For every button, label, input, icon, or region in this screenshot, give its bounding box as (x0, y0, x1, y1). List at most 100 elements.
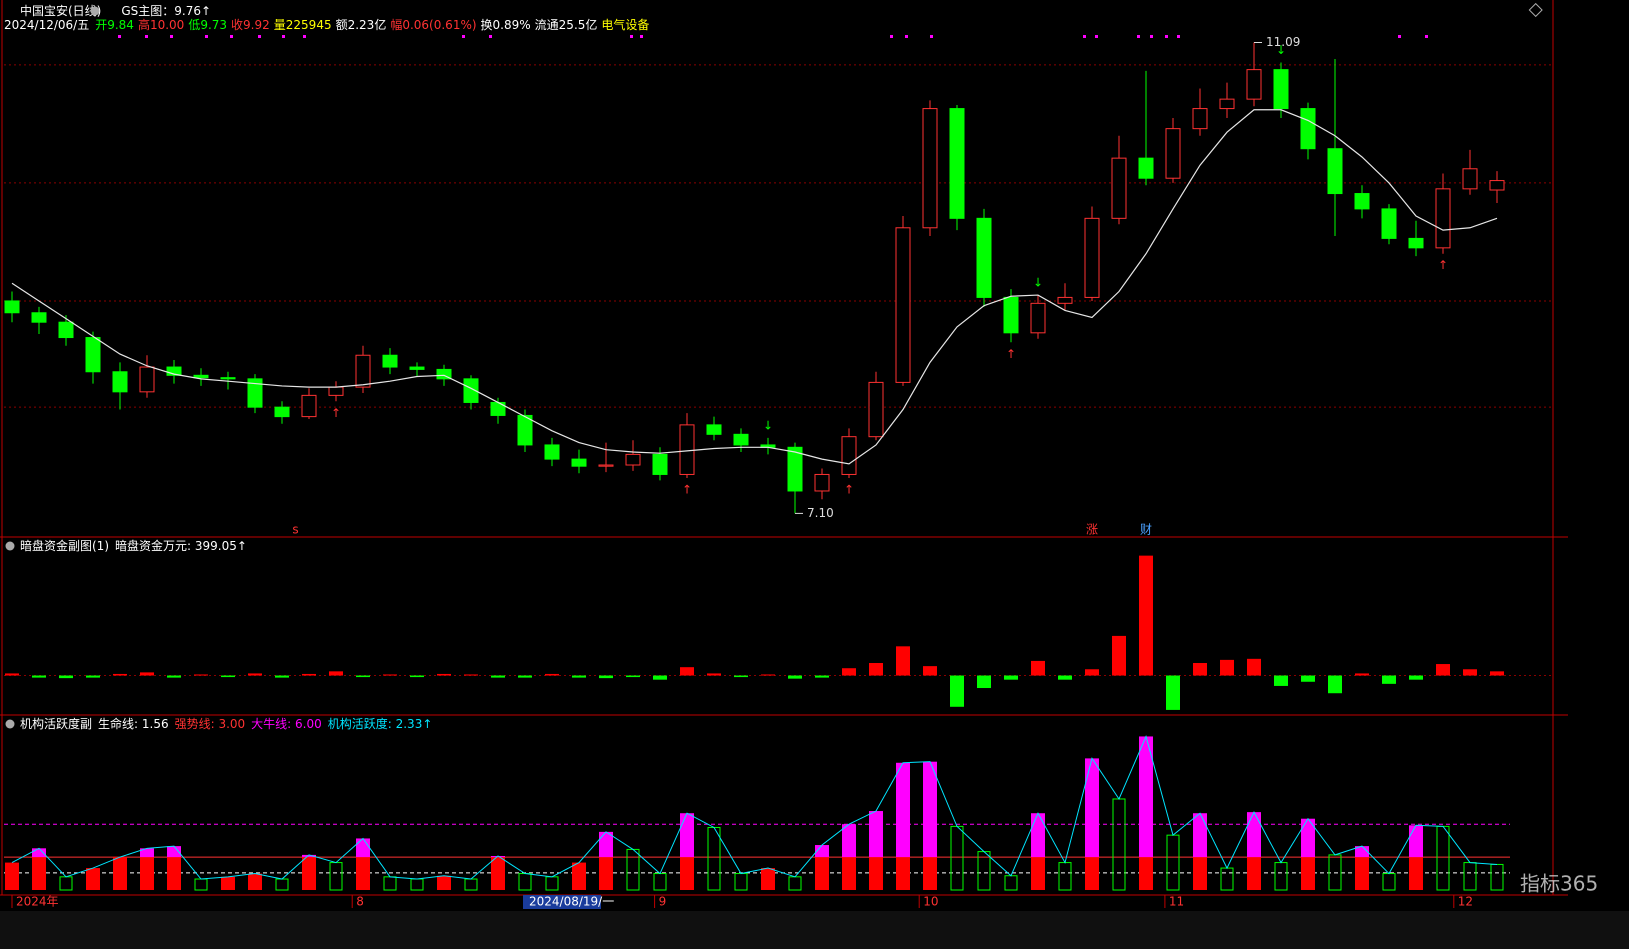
bar-base (1085, 857, 1099, 890)
quote-item: 换0.89% (481, 18, 531, 32)
annotation: 11.09 (1266, 35, 1300, 49)
bar-top (1031, 813, 1045, 858)
bar (896, 646, 910, 676)
candle-body (220, 377, 236, 380)
bar-base (869, 857, 883, 890)
candle-body (1246, 69, 1262, 100)
candle-body (193, 374, 209, 379)
candle-body (85, 337, 101, 373)
bar (5, 673, 19, 676)
bar (1490, 671, 1504, 676)
bar-top (140, 848, 154, 858)
activity-line (11, 734, 1498, 880)
signal-dot (145, 35, 148, 38)
bar (329, 671, 343, 676)
bar-top (869, 811, 883, 858)
bar (302, 673, 316, 676)
window-control[interactable] (1528, 2, 1543, 18)
bar (1301, 675, 1315, 682)
bar-base (32, 857, 46, 890)
bar (59, 675, 73, 679)
signal-dot (205, 35, 208, 38)
candle-body (814, 473, 830, 492)
bar (1355, 673, 1369, 676)
quote-item: 高10.00 (138, 17, 184, 32)
icon (90, 6, 100, 16)
event-marker: 财 (1140, 523, 1152, 537)
bar (518, 675, 532, 678)
bar (1220, 659, 1234, 676)
bar-base (113, 857, 127, 890)
bar (221, 675, 235, 678)
signal-dot (462, 35, 465, 38)
bar-base (842, 857, 856, 890)
signal-dot (258, 35, 261, 38)
bar (950, 675, 964, 707)
bar (599, 675, 613, 679)
candle-body (1300, 108, 1316, 150)
candle-body (58, 321, 74, 339)
buy-arrow: ↑ (1438, 258, 1448, 272)
bar-top (680, 813, 694, 858)
candle-body (544, 444, 560, 460)
event-marker: s (292, 523, 298, 537)
icon (5, 541, 15, 551)
bar (113, 673, 127, 676)
cursor-date-box (523, 895, 601, 909)
quote-item: 电气设备 (601, 17, 649, 32)
bar-base (761, 868, 775, 890)
buy-arrow: ↑ (682, 482, 692, 496)
signal-dot (930, 35, 933, 38)
candle-body (4, 300, 20, 314)
panel-value: 暗盘资金万元: 399.05↑ (115, 538, 247, 553)
signal-dot (640, 35, 643, 38)
bar-base (599, 857, 613, 890)
sell-arrow: ↓ (1033, 276, 1043, 290)
bar (626, 675, 640, 678)
bar (572, 675, 586, 678)
bar-top (167, 846, 181, 858)
bar-base (356, 857, 370, 890)
bar (761, 674, 775, 676)
bar-base (86, 868, 100, 890)
bar (1436, 664, 1450, 676)
bar-base (248, 873, 262, 890)
bar-base (923, 857, 937, 890)
level-label: 生命线: 1.56 (98, 716, 169, 731)
x-tick-label: 12 (1458, 895, 1473, 909)
buy-arrow: ↑ (331, 406, 341, 420)
candle-body (166, 366, 182, 376)
signal-dot (170, 35, 173, 38)
candle-body (1435, 188, 1451, 249)
bar (275, 675, 289, 678)
candle-body (1489, 180, 1505, 191)
candle-body (598, 464, 614, 467)
bar (437, 673, 451, 676)
bar (194, 674, 208, 676)
bar (1112, 635, 1126, 676)
signal-dot (630, 35, 633, 38)
candle-body (1057, 296, 1073, 304)
candle-body (328, 386, 344, 396)
level-label: 强势线: 3.00 (175, 717, 246, 731)
bar (1004, 675, 1018, 680)
signal-dot (1095, 35, 1098, 38)
bar-base (140, 857, 154, 890)
signal-dot (890, 35, 893, 38)
candle-body (517, 414, 533, 446)
bar-base (221, 876, 235, 890)
date: 2024/12/06/五 (4, 18, 89, 32)
signal-dot (230, 35, 233, 38)
bar-top (1409, 825, 1423, 858)
candle-body (436, 368, 452, 380)
candle-body (733, 433, 749, 446)
bar (734, 675, 748, 678)
candle-body (787, 446, 803, 492)
bar-base (1301, 857, 1315, 890)
bar (653, 675, 667, 680)
watermark: 指标365 (1520, 872, 1598, 896)
bar-top (1247, 812, 1261, 858)
bar (1139, 555, 1153, 676)
bar-base (491, 857, 505, 890)
